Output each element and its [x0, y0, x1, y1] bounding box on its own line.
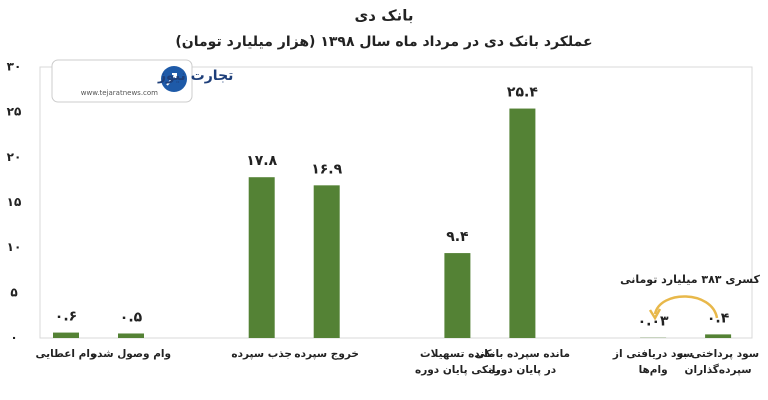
- chart-title: بانک دی: [355, 7, 414, 25]
- value-label: ۲۵.۴: [507, 85, 538, 101]
- y-tick-label: ۱۵: [7, 195, 22, 209]
- annotation-arrow: [653, 295, 719, 319]
- x-tick-label: مانده تسهیلات بانکی پایان دوره: [415, 348, 500, 376]
- value-label: ۰.۶: [55, 309, 77, 325]
- y-tick-label: ۳۰: [7, 60, 22, 74]
- chart-subtitle: عملکرد بانک دی در مرداد ماه سال ۱۳۹۸ (هز…: [175, 34, 592, 50]
- bar: [509, 108, 536, 338]
- x-tick-label: وام وصول شده: [90, 348, 172, 360]
- y-tick-label: ۰: [10, 331, 17, 345]
- bar: [313, 185, 340, 338]
- bar: [248, 177, 275, 338]
- x-tick-label: سود پرداختی به سپرده‌گذاران: [677, 348, 760, 376]
- logo: تجارت نیوز www.tejaratnews.com: [51, 59, 233, 103]
- value-label: ۱۶.۹: [311, 161, 342, 177]
- logo-arrow: [166, 73, 177, 86]
- logo-url: www.tejaratnews.com: [81, 89, 158, 97]
- y-tick-label: ۲۵: [7, 105, 22, 119]
- x-tick-label: خروج سپرده: [294, 348, 359, 360]
- x-tick-label: مانده سپرده بانکی در پایان دوره: [474, 348, 571, 376]
- annotation: کسری ۳۸۳ میلیارد تومانی: [620, 273, 760, 286]
- value-label: ۰.۵: [120, 309, 143, 325]
- y-tick-label: ۱۰: [7, 240, 22, 254]
- logo-box: [51, 59, 193, 103]
- value-label: ۰.۰۳: [638, 314, 669, 330]
- value-label: ۰.۴: [707, 310, 730, 326]
- bar: [444, 253, 471, 338]
- y-tick-label: ۲۰: [7, 150, 22, 164]
- x-tick-label: وام اعطایی: [35, 348, 97, 360]
- x-tick-label: جذب سپرده: [231, 348, 292, 360]
- value-label: ۱۷.۸: [246, 153, 277, 169]
- x-tick-label: سود دریافتی از وام‌ها: [612, 348, 694, 376]
- logo-name: تجارت نیوز: [157, 68, 233, 84]
- value-label: ۹.۴: [446, 229, 469, 245]
- bar: [53, 332, 79, 338]
- logo-icon: [161, 66, 187, 92]
- bar: [118, 333, 144, 338]
- bar: [705, 334, 732, 338]
- annotation-arrowhead: [648, 308, 662, 321]
- y-tick-label: ۵: [10, 285, 17, 299]
- plot-frame: [39, 66, 753, 339]
